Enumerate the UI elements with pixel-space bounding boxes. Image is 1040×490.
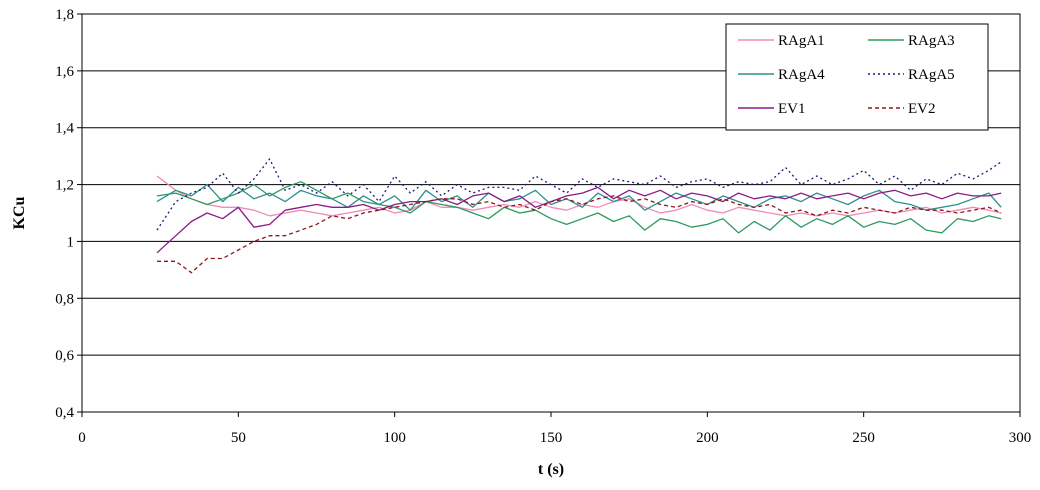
legend-label: EV1 [778, 101, 806, 117]
x-tick-label: 0 [78, 430, 86, 446]
series-lines [156, 158, 1002, 274]
x-tick-label: 50 [231, 430, 246, 446]
y-tick-label: 0,4 [55, 405, 74, 421]
x-tick-label: 200 [696, 430, 719, 446]
y-tick-label: 0,8 [55, 291, 74, 307]
legend-box [725, 23, 989, 131]
x-axis-label: t (s) [538, 461, 564, 478]
y-tick-label: 0,6 [55, 348, 74, 364]
series-line-ev2 [157, 195, 1002, 274]
y-tick-label: 1,6 [55, 64, 74, 80]
y-tick-label: 1,8 [55, 7, 74, 23]
legend: RAgA1 RAgA3 RAgA4 RAgA5 EV1 EV2 [725, 23, 989, 131]
legend-label: RAgA1 [778, 33, 825, 49]
x-tick-label: 300 [1009, 430, 1032, 446]
legend-label: EV2 [908, 101, 936, 117]
y-tick-label: 1 [67, 234, 75, 250]
y-tick-label: 1,2 [55, 178, 74, 194]
axis-ticks: 0,4 0,6 0,8 1 1,2 1,4 1,6 1,8 0 50 100 150 200 250 300 [55, 7, 1031, 446]
x-tick-label: 150 [540, 430, 563, 446]
series-line-raga3 [156, 181, 1002, 234]
series-line-raga4 [156, 183, 1002, 211]
gridlines [82, 70, 1020, 356]
legend-label: RAgA5 [908, 67, 955, 83]
series-line-raga1 [156, 175, 1002, 217]
x-tick-label: 100 [383, 430, 406, 446]
x-tick-label: 250 [852, 430, 875, 446]
y-tick-label: 1,4 [55, 121, 74, 137]
legend-label: RAgA4 [778, 67, 825, 83]
legend-label: RAgA3 [908, 33, 955, 49]
series-line-ev1 [156, 186, 1002, 254]
y-axis-label: KCu [11, 196, 28, 229]
series-line-raga5 [156, 158, 1002, 231]
